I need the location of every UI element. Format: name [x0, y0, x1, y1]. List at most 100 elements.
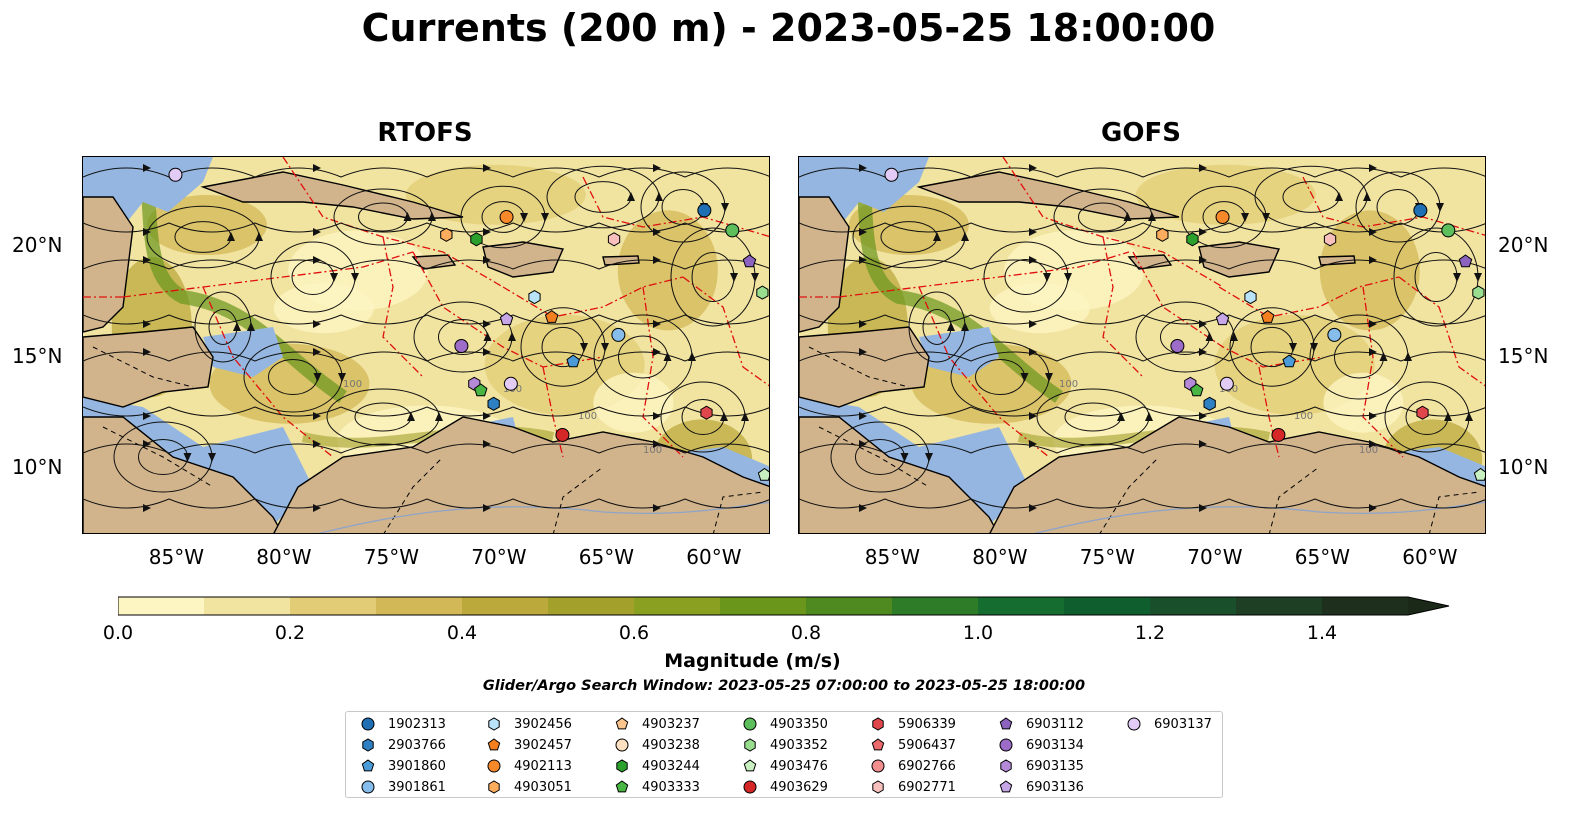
legend-marker-icon: [488, 780, 500, 794]
legend-item-3901860: 3901860: [360, 756, 446, 776]
contour-label: 100: [578, 411, 597, 422]
legend-marker-icon: [487, 759, 501, 773]
legend-marker-pentagon: [615, 717, 629, 730]
x-tick-label: 65°W: [1294, 545, 1350, 569]
legend-label: 1902313: [388, 716, 446, 732]
legend-item-6903112: 6903112: [998, 714, 1084, 734]
contour-label: 100: [343, 379, 362, 390]
colorbar-segment: [978, 597, 1065, 615]
colorbar-segment: [806, 597, 893, 615]
y-tick-label: 15°N: [12, 344, 63, 369]
legend-marker-icon: [872, 717, 884, 731]
legend-item-3902457: 3902457: [486, 735, 572, 755]
float-marker-5906339: [1416, 405, 1429, 420]
legend-marker-circle: [615, 738, 629, 752]
legend-label: 4903238: [642, 737, 700, 753]
x-tick-label: 65°W: [578, 545, 634, 569]
legend-label: 5906339: [898, 716, 956, 732]
colorbar-tick-label: 1.0: [962, 622, 994, 644]
legend-item-4903238: 4903238: [614, 735, 700, 755]
float-marker-6903136: [1215, 312, 1230, 326]
float-marker-6903134: [454, 339, 469, 353]
legend-marker-icon: [999, 780, 1013, 793]
colorbar-segment: [634, 597, 721, 615]
legend-marker-hexagon: [616, 759, 628, 773]
x-tick-label: 70°W: [471, 545, 527, 569]
float-marker-4903350: [725, 223, 740, 238]
float-marker-6903136: [499, 312, 514, 326]
legend-marker-circle: [999, 738, 1013, 752]
legend-marker-icon: [999, 738, 1013, 752]
colorbar-segment: [204, 597, 291, 615]
float-marker-2903766: [487, 396, 500, 411]
legend-item-6902771: 6902771: [870, 777, 956, 797]
legend-item-4903244: 4903244: [614, 756, 700, 776]
legend-marker-icon: [487, 738, 501, 751]
legend-label: 6902766: [898, 758, 956, 774]
legend-marker-icon: [744, 738, 756, 752]
x-tick-label: 80°W: [256, 545, 312, 569]
legend-label: 4903333: [642, 779, 700, 795]
legend-marker-icon: [361, 717, 375, 731]
float-marker-4903333: [474, 383, 488, 397]
float-marker-4903333: [1190, 383, 1204, 397]
legend-item-4903352: 4903352: [742, 735, 828, 755]
x-tick-label: 70°W: [1187, 545, 1243, 569]
legend-item-6903136: 6903136: [998, 777, 1084, 797]
float-marker-1902313: [697, 203, 712, 218]
legend-item-5906339: 5906339: [870, 714, 956, 734]
float-marker-3901861: [1327, 327, 1342, 342]
legend-marker-hexagon: [872, 780, 884, 794]
legend-item-4903350: 4903350: [742, 714, 828, 734]
x-tick-label: 75°W: [363, 545, 419, 569]
legend-marker-circle: [1127, 717, 1141, 731]
legend-marker-icon: [1000, 759, 1012, 773]
legend-marker-pentagon: [999, 780, 1013, 793]
legend-item-6902766: 6902766: [870, 756, 956, 776]
search-window-text: Glider/Argo Search Window: 2023-05-25 07…: [482, 678, 1086, 694]
float-marker-5906339: [700, 405, 713, 420]
colorbar-segment: [376, 597, 463, 615]
legend-marker-icon: [1127, 717, 1141, 731]
float-marker-4903629: [1271, 427, 1286, 442]
legend-label: 6903112: [1026, 716, 1084, 732]
float-markers: [884, 167, 1485, 481]
float-marker-6902771: [607, 232, 621, 247]
legend-item-6903137: 6903137: [1126, 714, 1212, 734]
legend-marker-icon: [361, 780, 375, 794]
colorbar-tick-label: 1.4: [1306, 622, 1338, 644]
legend-label: 4903629: [770, 779, 828, 795]
legend-marker-icon: [615, 738, 629, 752]
legend-item-3902456: 3902456: [486, 714, 572, 734]
legend-item-6903135: 6903135: [998, 756, 1084, 776]
legend-item-4903237: 4903237: [614, 714, 700, 734]
legend-marker-icon: [361, 759, 375, 772]
float-marker-4902113: [1215, 210, 1230, 225]
legend-marker-icon: [615, 780, 629, 793]
legend-marker-icon: [743, 759, 757, 772]
float-marker-4903352: [1472, 285, 1485, 300]
legend-marker-pentagon: [999, 717, 1013, 730]
legend-label: 4903244: [642, 758, 700, 774]
legend-marker-icon: [871, 738, 885, 751]
y-tick-label: 10°N: [12, 455, 63, 480]
legend-marker-pentagon: [871, 738, 885, 751]
contour-label: 100: [1294, 411, 1313, 422]
colorbar-extend-arrow: [1408, 597, 1449, 615]
streamlines: [83, 164, 769, 512]
contour-label: 100: [1059, 379, 1078, 390]
colorbar-segment: [720, 597, 807, 615]
float-marker-3902457: [544, 309, 559, 323]
legend-marker-pentagon: [361, 759, 375, 772]
float-marker-4903244: [470, 232, 483, 247]
x-tick-label: 85°W: [864, 545, 920, 569]
legend-label: 3901860: [388, 758, 446, 774]
legend-item-4903476: 4903476: [742, 756, 828, 776]
legend-marker-icon: [615, 717, 629, 730]
legend-label: 6903136: [1026, 779, 1084, 795]
legend-label: 3901861: [388, 779, 446, 795]
float-marker-4903051: [440, 227, 453, 242]
y-tick-label: 20°N: [12, 232, 63, 257]
